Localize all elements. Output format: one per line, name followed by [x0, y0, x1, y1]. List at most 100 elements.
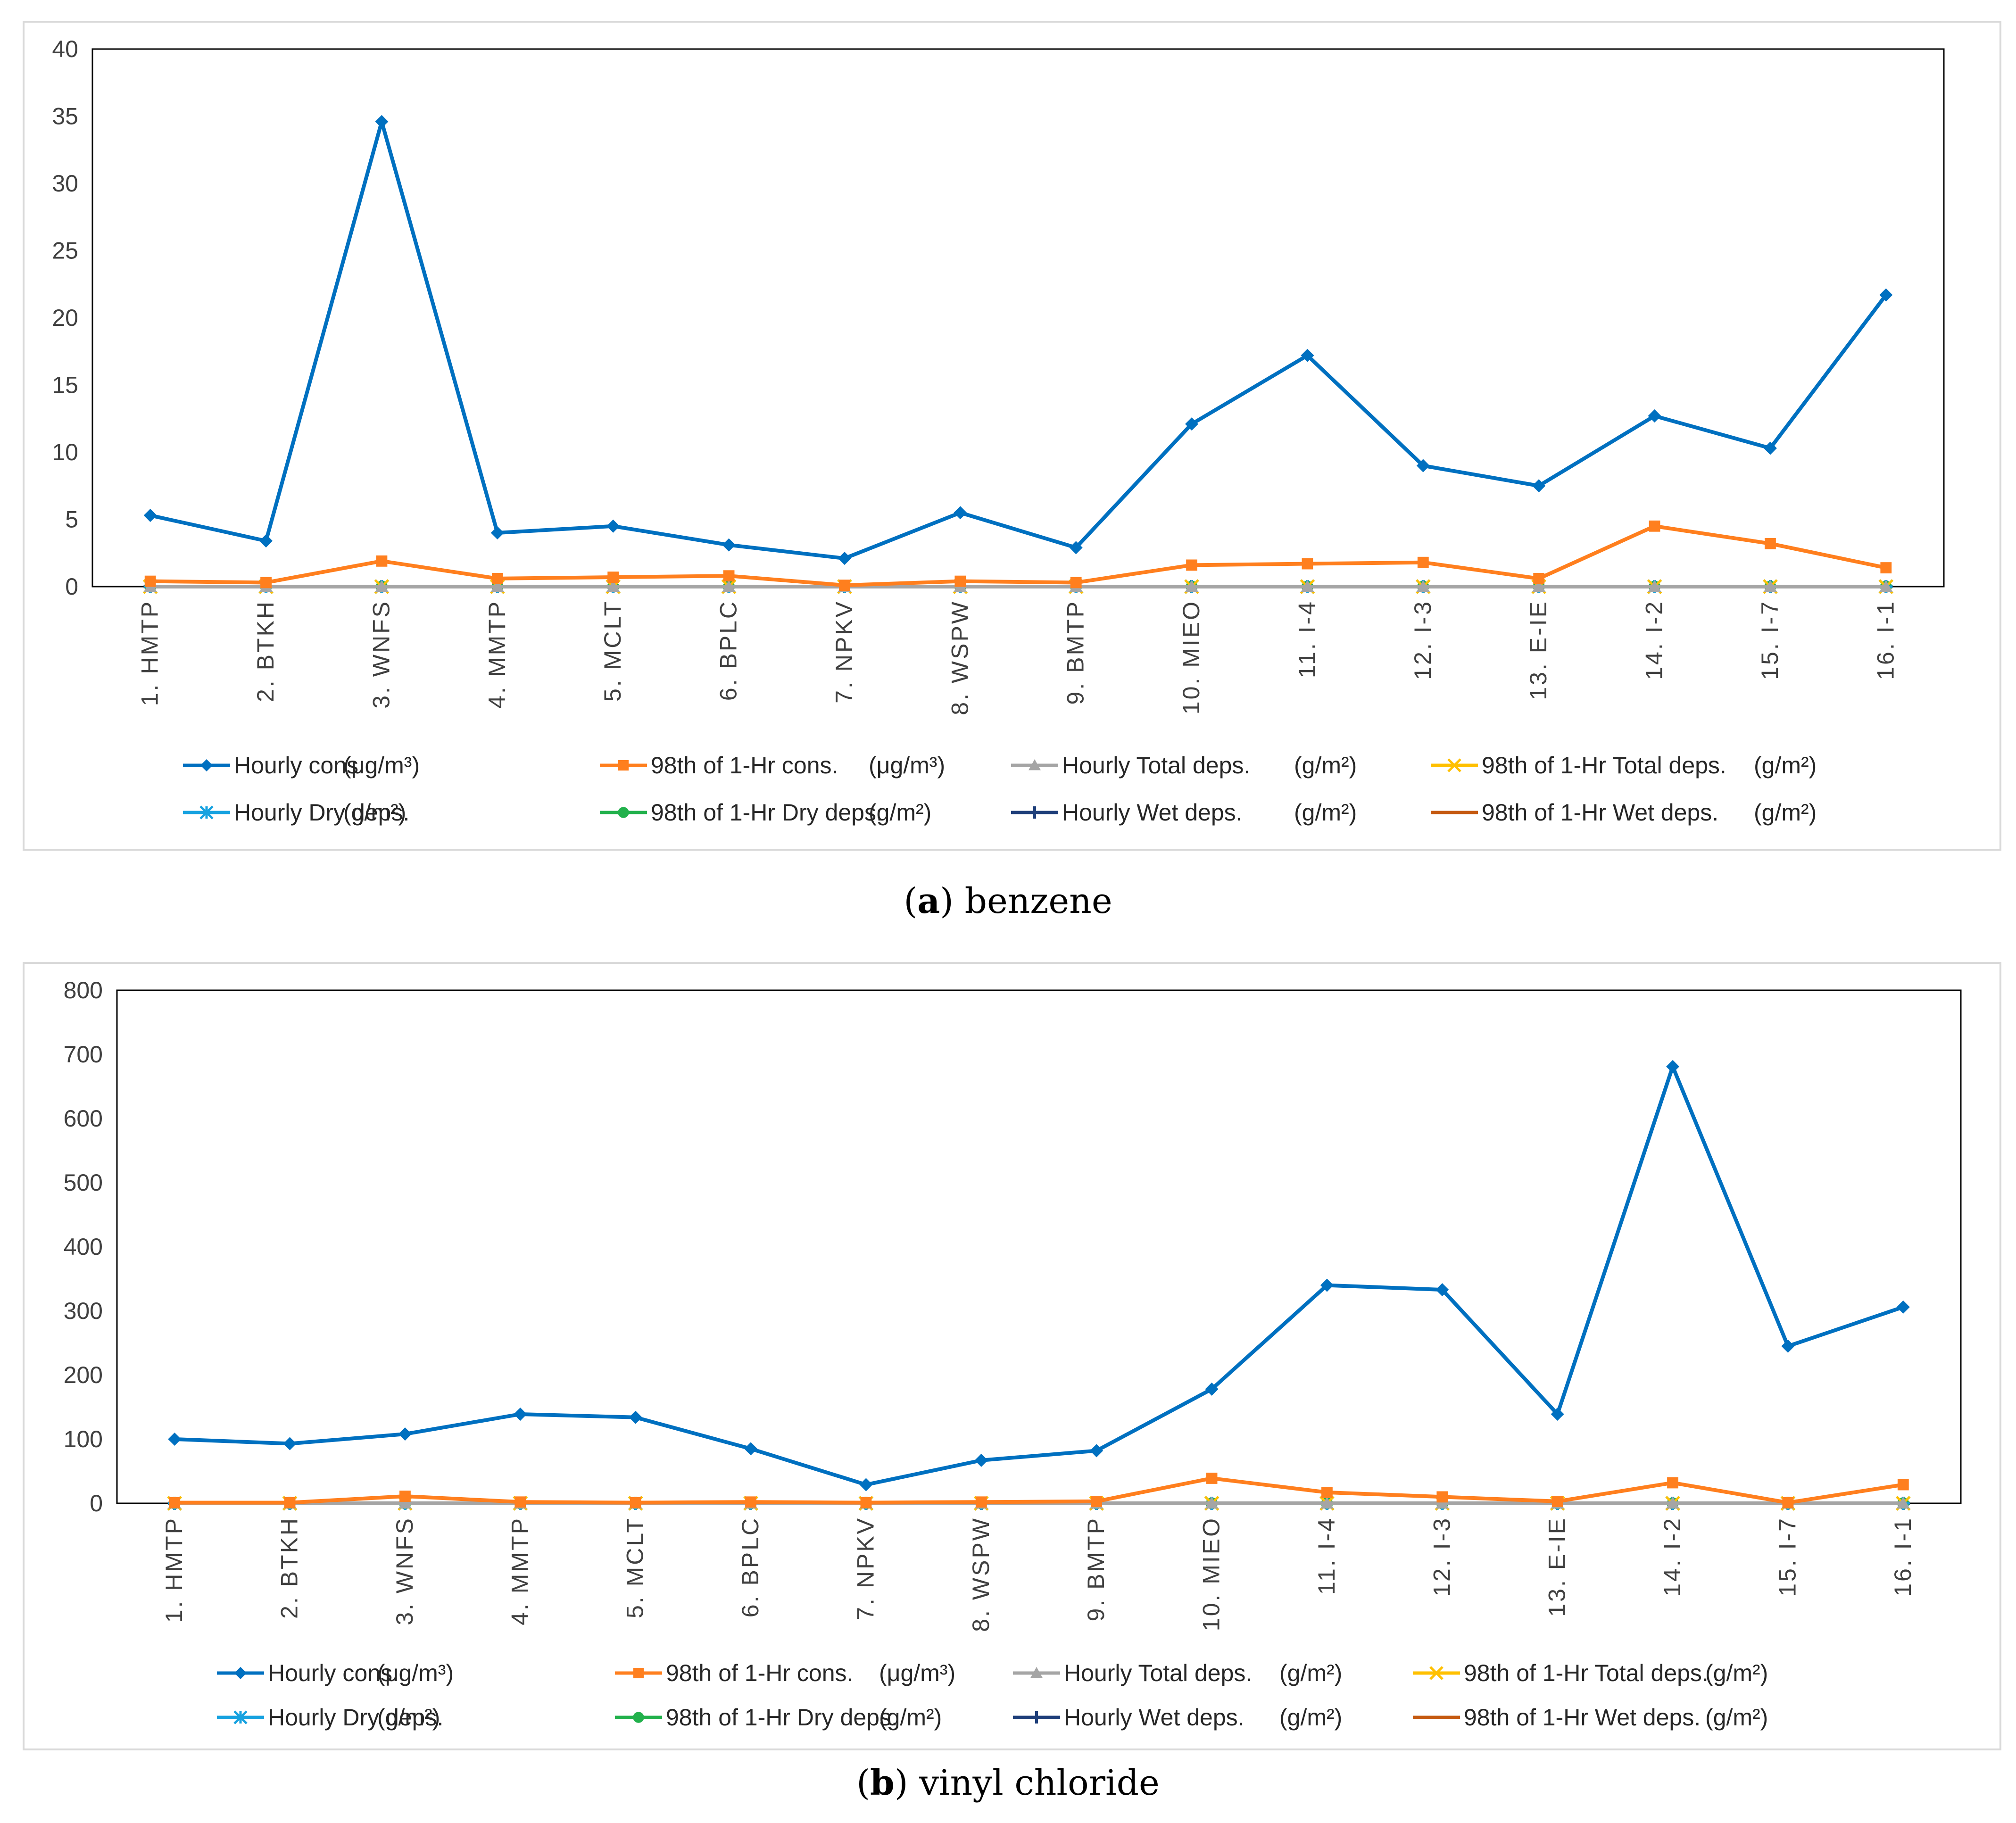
data-point — [1185, 417, 1199, 431]
x-category-label: 10. MIEO — [1178, 600, 1204, 714]
legend-unit: (μg/m³) — [869, 752, 945, 779]
data-point — [954, 575, 966, 587]
series-hourly-cons — [143, 115, 1893, 565]
x-category-label: 15. I-7 — [1757, 600, 1783, 680]
y-tick-label: 500 — [64, 1169, 103, 1196]
legend-unit: (μg/m³) — [377, 1660, 454, 1686]
y-tick-label: 5 — [65, 506, 78, 533]
legend-unit: (g/m²) — [343, 799, 406, 826]
legend-label: Hourly cons. — [234, 752, 365, 779]
legend-item: 98th of 1-Hr Wet deps. (g/m²) — [1413, 1704, 1768, 1731]
data-point — [606, 580, 620, 592]
data-point — [1879, 288, 1893, 302]
x-category-label: 11. I-4 — [1313, 1516, 1340, 1595]
data-point — [1320, 1497, 1334, 1509]
data-point — [1206, 1473, 1218, 1484]
legend-item: Hourly Total deps. (g/m²) — [1013, 1660, 1342, 1686]
y-tick-label: 300 — [64, 1298, 103, 1324]
legend-item: Hourly Dry deps.(g/m²) — [217, 1704, 443, 1731]
legend-item: 98th of 1-Hr Dry deps.(g/m²) — [615, 1704, 942, 1731]
data-point — [399, 1491, 411, 1502]
data-point — [1532, 580, 1546, 592]
legend-item: Hourly Wet deps. (g/m²) — [1013, 1704, 1342, 1731]
y-tick-label: 200 — [64, 1362, 103, 1388]
data-point — [375, 115, 389, 128]
data-point — [260, 577, 272, 588]
legend-label: 98th of 1-Hr Total deps. — [1464, 1660, 1709, 1686]
legend-label: Hourly Total deps. — [1062, 752, 1250, 779]
legend-unit: (g/m²) — [869, 799, 931, 826]
legend-label: 98th of 1-Hr Wet deps. — [1464, 1704, 1701, 1731]
data-point — [1091, 1496, 1103, 1507]
legend-unit: (g/m²) — [1754, 752, 1817, 779]
legend-unit: (g/m²) — [1705, 1660, 1768, 1686]
legend-unit: (g/m²) — [1294, 752, 1357, 779]
x-category-label: 5. MCLT — [622, 1516, 648, 1618]
data-point — [1897, 1479, 1909, 1491]
legend-marker — [233, 1710, 248, 1724]
legend-marker — [1029, 806, 1041, 819]
legend-unit: (g/m²) — [1754, 799, 1817, 826]
data-point — [744, 1442, 758, 1456]
series-hourly-cons — [168, 1060, 1910, 1492]
legend-label: 98th of 1-Hr Dry deps. — [651, 799, 883, 826]
y-tick-label: 25 — [52, 238, 78, 264]
data-point — [491, 573, 503, 584]
legend-unit: (g/m²) — [879, 1704, 942, 1731]
legend-label: Hourly Total deps. — [1064, 1660, 1252, 1686]
data-point — [1186, 559, 1197, 571]
x-category-label: 9. BMTP — [1083, 1516, 1109, 1621]
data-point — [490, 526, 504, 539]
data-point — [1763, 441, 1777, 455]
x-category-label: 2. BTKH — [276, 1516, 303, 1619]
data-point — [1321, 1486, 1333, 1498]
data-point — [1070, 577, 1082, 588]
data-point — [284, 1497, 296, 1508]
data-point — [1185, 580, 1199, 592]
data-point — [143, 508, 157, 522]
plot-area-frame — [116, 989, 1962, 1504]
x-category-label: 6. BPLC — [715, 600, 742, 701]
data-point — [1302, 558, 1313, 570]
y-tick-label: 100 — [64, 1426, 103, 1452]
data-point — [1648, 580, 1661, 592]
legend-unit: (g/m²) — [377, 1704, 440, 1731]
chart-panel-b: 0 100 200 300 400 500 600 700 800 1. HMTP 2. BTKH 3… — [23, 962, 2001, 1750]
legend-label: Hourly Wet deps. — [1062, 799, 1243, 826]
data-point — [169, 1497, 181, 1508]
data-point — [629, 1410, 642, 1424]
y-tick-label: 20 — [52, 305, 78, 331]
legend-item: Hourly Dry deps.(g/m²) — [183, 799, 409, 826]
chart-b-svg: 0 100 200 300 400 500 600 700 800 1. HMTP 2. BTKH 3… — [64, 977, 1962, 1731]
data-point — [954, 506, 967, 520]
legend-item: 98th of 1-Hr cons. (μg/m³) — [600, 752, 945, 779]
legend-marker — [1029, 759, 1041, 771]
data-point — [1301, 348, 1314, 362]
data-point — [1435, 1497, 1449, 1509]
data-point — [975, 1496, 987, 1508]
legend-item: Hourly cons.(μg/m³) — [183, 752, 420, 779]
data-point — [283, 1437, 297, 1450]
legend-marker — [618, 760, 629, 771]
data-point — [1301, 580, 1314, 592]
x-category-label: 3. WNFS — [391, 1516, 418, 1625]
data-point — [1781, 1339, 1795, 1353]
series-98th-of-1-hr-cons — [169, 1473, 1909, 1508]
data-point — [723, 570, 735, 582]
data-point — [1416, 580, 1430, 592]
x-category-label: 3. WNFS — [368, 600, 394, 709]
x-category-label: 8. WSPW — [968, 1516, 994, 1632]
legend-label: 98th of 1-Hr cons. — [651, 752, 838, 779]
legend-item: 98th of 1-Hr Total deps. (g/m²) — [1431, 752, 1817, 779]
caption-a: (a) benzene — [904, 881, 1112, 921]
y-tick-label: 30 — [52, 170, 78, 197]
data-point — [1879, 580, 1893, 592]
x-category-label: 9. BMTP — [1062, 600, 1089, 704]
data-point — [168, 1433, 182, 1446]
data-point — [259, 534, 273, 548]
data-point — [490, 580, 504, 592]
legend-unit: (g/m²) — [1279, 1660, 1342, 1686]
data-point — [860, 1497, 872, 1508]
x-category-label: 10. MIEO — [1198, 1516, 1225, 1631]
series-98th-of-1-hr-cons — [144, 520, 1892, 591]
